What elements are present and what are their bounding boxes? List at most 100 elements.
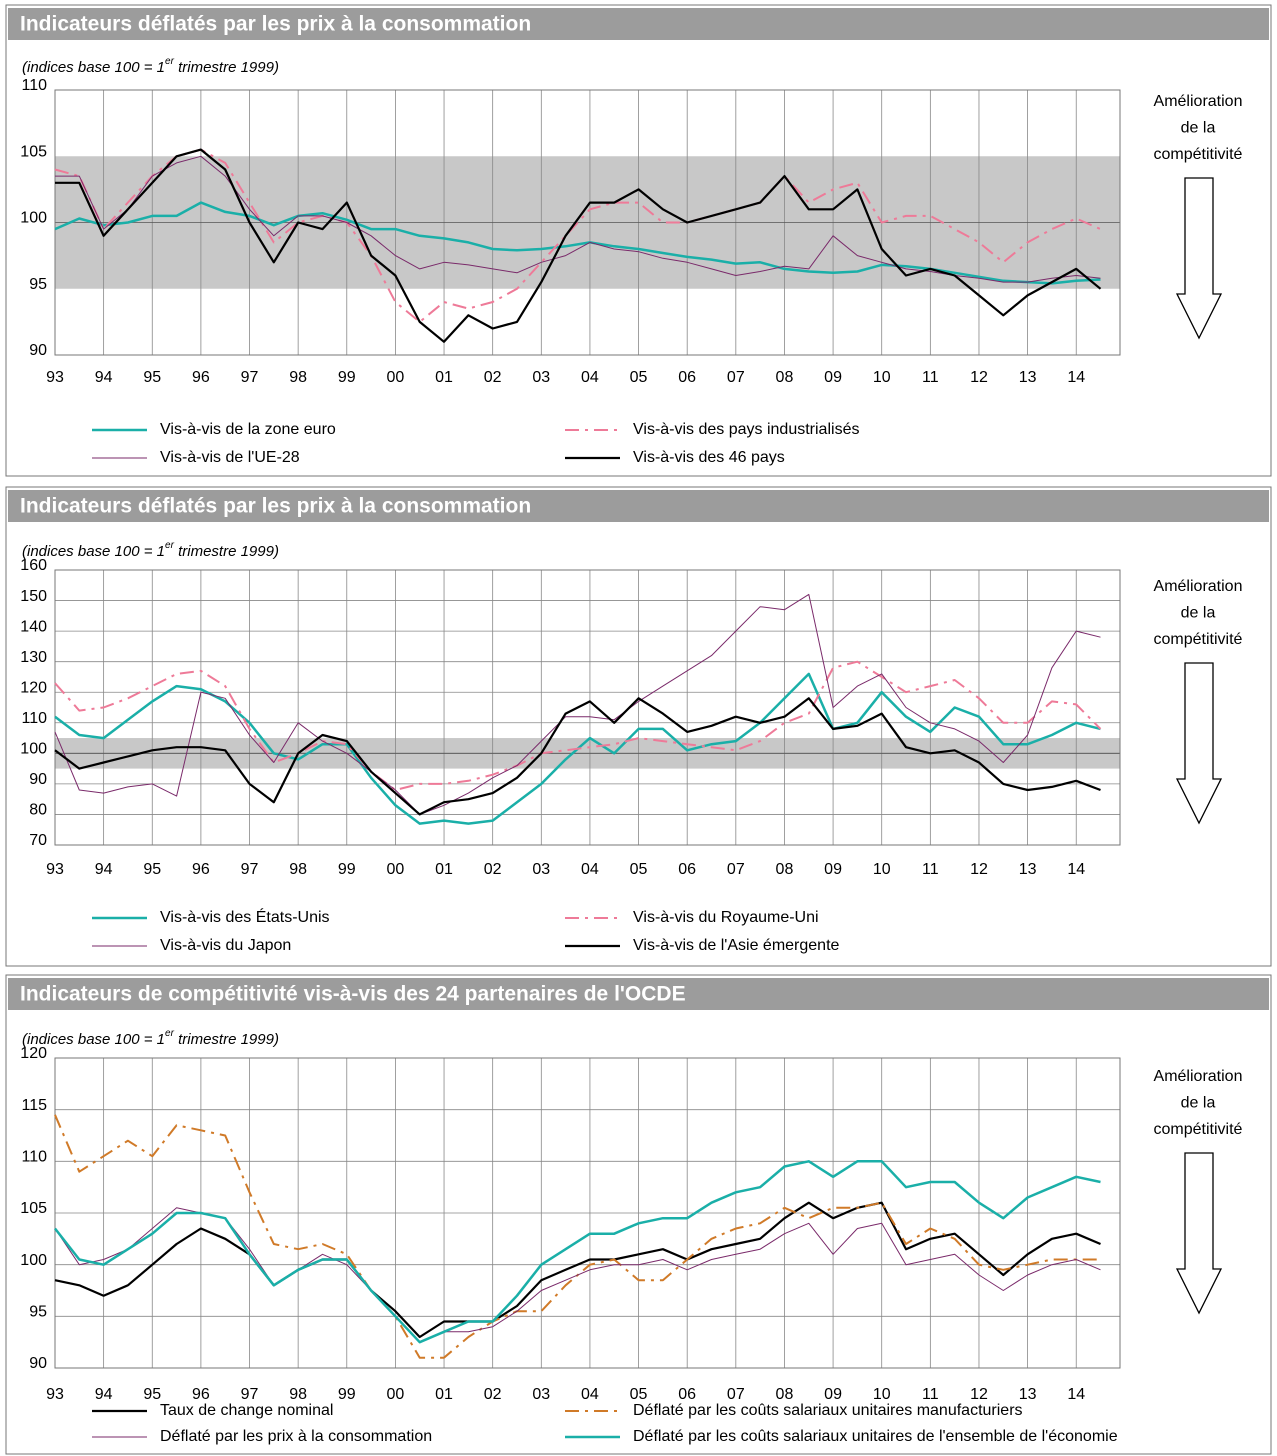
x-tick-label: 94	[95, 1386, 113, 1403]
x-tick-label: 14	[1067, 1386, 1085, 1403]
x-tick-label: 10	[873, 1386, 891, 1403]
x-tick-label: 05	[630, 369, 648, 386]
x-tick-label: 06	[678, 369, 696, 386]
subtitle: (indices base 100 = 1er trimestre 1999)	[22, 1028, 279, 1048]
x-tick-label: 95	[143, 861, 161, 878]
x-tick-label: 01	[435, 369, 453, 386]
x-tick-label: 08	[776, 861, 794, 878]
x-tick-label: 14	[1067, 861, 1085, 878]
x-tick-label: 04	[581, 369, 599, 386]
series-line	[54, 1201, 1101, 1339]
title-bar	[8, 490, 1269, 522]
x-tick-label: 13	[1019, 861, 1037, 878]
x-tick-label: 12	[970, 369, 988, 386]
subtitle-part: (indices base 100 = 1	[22, 543, 165, 560]
y-tick-label: 105	[20, 1200, 47, 1217]
y-tick-label: 90	[29, 1355, 47, 1372]
series-line	[54, 697, 1101, 816]
y-tick-label: 110	[21, 1149, 47, 1166]
x-tick-label: 12	[970, 861, 988, 878]
subtitle-part: trimestre 1999)	[174, 59, 279, 76]
note-text: de la	[1181, 120, 1216, 137]
legend-label: Vis-à-vis de l'Asie émergente	[633, 937, 840, 954]
x-tick-label: 10	[873, 861, 891, 878]
arrow	[1175, 1152, 1223, 1315]
y-tick-label: 150	[20, 588, 47, 605]
note-text: Amélioration	[1154, 93, 1243, 110]
x-tick-label: 98	[289, 861, 307, 878]
x-tick-label: 06	[678, 861, 696, 878]
y-tick-label: 115	[21, 1097, 47, 1114]
x-tick-label: 09	[824, 1386, 842, 1403]
x-tick-label: 11	[922, 1386, 939, 1403]
series-line	[54, 660, 1102, 791]
chart-title: Indicateurs de compétitivité vis-à-vis d…	[20, 983, 686, 1006]
x-tick-label: 98	[289, 1386, 307, 1403]
note-text: de la	[1181, 1095, 1216, 1112]
x-tick-label: 05	[630, 1386, 648, 1403]
legend-label: Vis-à-vis des États-Unis	[160, 907, 330, 926]
y-tick-label: 100	[20, 1252, 47, 1269]
y-tick-label: 120	[20, 1045, 47, 1062]
subtitle-part: (indices base 100 = 1	[22, 1031, 165, 1048]
x-tick-label: 07	[727, 861, 745, 878]
y-tick-label: 160	[20, 557, 47, 574]
legend-label: Taux de change nominal	[160, 1402, 333, 1419]
y-tick-label: 110	[21, 77, 47, 94]
plot-frame	[54, 89, 1121, 356]
subtitle-part: (indices base 100 = 1	[22, 59, 165, 76]
y-tick-label: 70	[29, 832, 47, 849]
x-tick-label: 05	[630, 861, 648, 878]
x-tick-label: 04	[581, 861, 599, 878]
series-line	[54, 1160, 1101, 1344]
chart-title: Indicateurs déflatés par les prix à la c…	[20, 13, 531, 36]
title-bar	[8, 978, 1269, 1010]
y-tick-label: 80	[29, 802, 47, 819]
subtitle-part: er	[165, 56, 175, 67]
x-tick-label: 99	[338, 369, 356, 386]
x-tick-label: 14	[1067, 369, 1085, 386]
note-text: compétitivité	[1154, 146, 1243, 163]
x-tick-label: 93	[46, 369, 64, 386]
x-tick-label: 01	[435, 1386, 453, 1403]
x-tick-label: 98	[289, 369, 307, 386]
x-tick-label: 94	[95, 861, 113, 878]
note-text: compétitivité	[1154, 631, 1243, 648]
x-tick-label: 11	[922, 369, 939, 386]
x-tick-label: 96	[192, 861, 210, 878]
x-tick-label: 97	[241, 369, 259, 386]
x-tick-label: 00	[387, 369, 405, 386]
series-line	[55, 148, 1102, 343]
legend-label: Déflaté par les coûts salariaux unitaire…	[633, 1428, 1118, 1445]
legend-label: Vis-à-vis du Japon	[160, 937, 291, 954]
x-tick-label: 11	[922, 861, 939, 878]
y-tick-label: 90	[29, 771, 47, 788]
x-tick-label: 93	[46, 861, 64, 878]
x-tick-label: 10	[873, 369, 891, 386]
x-tick-label: 99	[338, 861, 356, 878]
x-tick-label: 00	[387, 1386, 405, 1403]
plot-frame	[54, 1057, 1121, 1369]
subtitle-part: er	[165, 1028, 175, 1039]
x-tick-label: 08	[776, 1386, 794, 1403]
plot-frame	[54, 569, 1121, 846]
x-tick-label: 08	[776, 369, 794, 386]
series-line	[54, 201, 1101, 285]
title-bar	[8, 8, 1269, 40]
y-tick-label: 105	[20, 143, 47, 160]
x-tick-label: 00	[387, 861, 405, 878]
subtitle: (indices base 100 = 1er trimestre 1999)	[22, 56, 279, 76]
x-tick-label: 12	[970, 1386, 988, 1403]
note-text: compétitivité	[1154, 1121, 1243, 1138]
x-tick-label: 97	[241, 1386, 259, 1403]
note-text: Amélioration	[1154, 578, 1243, 595]
legend-label: Vis-à-vis de l'UE-28	[160, 449, 300, 466]
x-tick-label: 13	[1019, 369, 1037, 386]
series-line	[54, 593, 1101, 815]
x-tick-label: 96	[192, 369, 210, 386]
x-tick-label: 09	[824, 861, 842, 878]
x-tick-label: 07	[727, 1386, 745, 1403]
chart-title: Indicateurs déflatés par les prix à la c…	[20, 495, 531, 518]
x-tick-label: 94	[95, 369, 113, 386]
legend-label: Déflaté par les coûts salariaux unitaire…	[633, 1402, 1023, 1419]
